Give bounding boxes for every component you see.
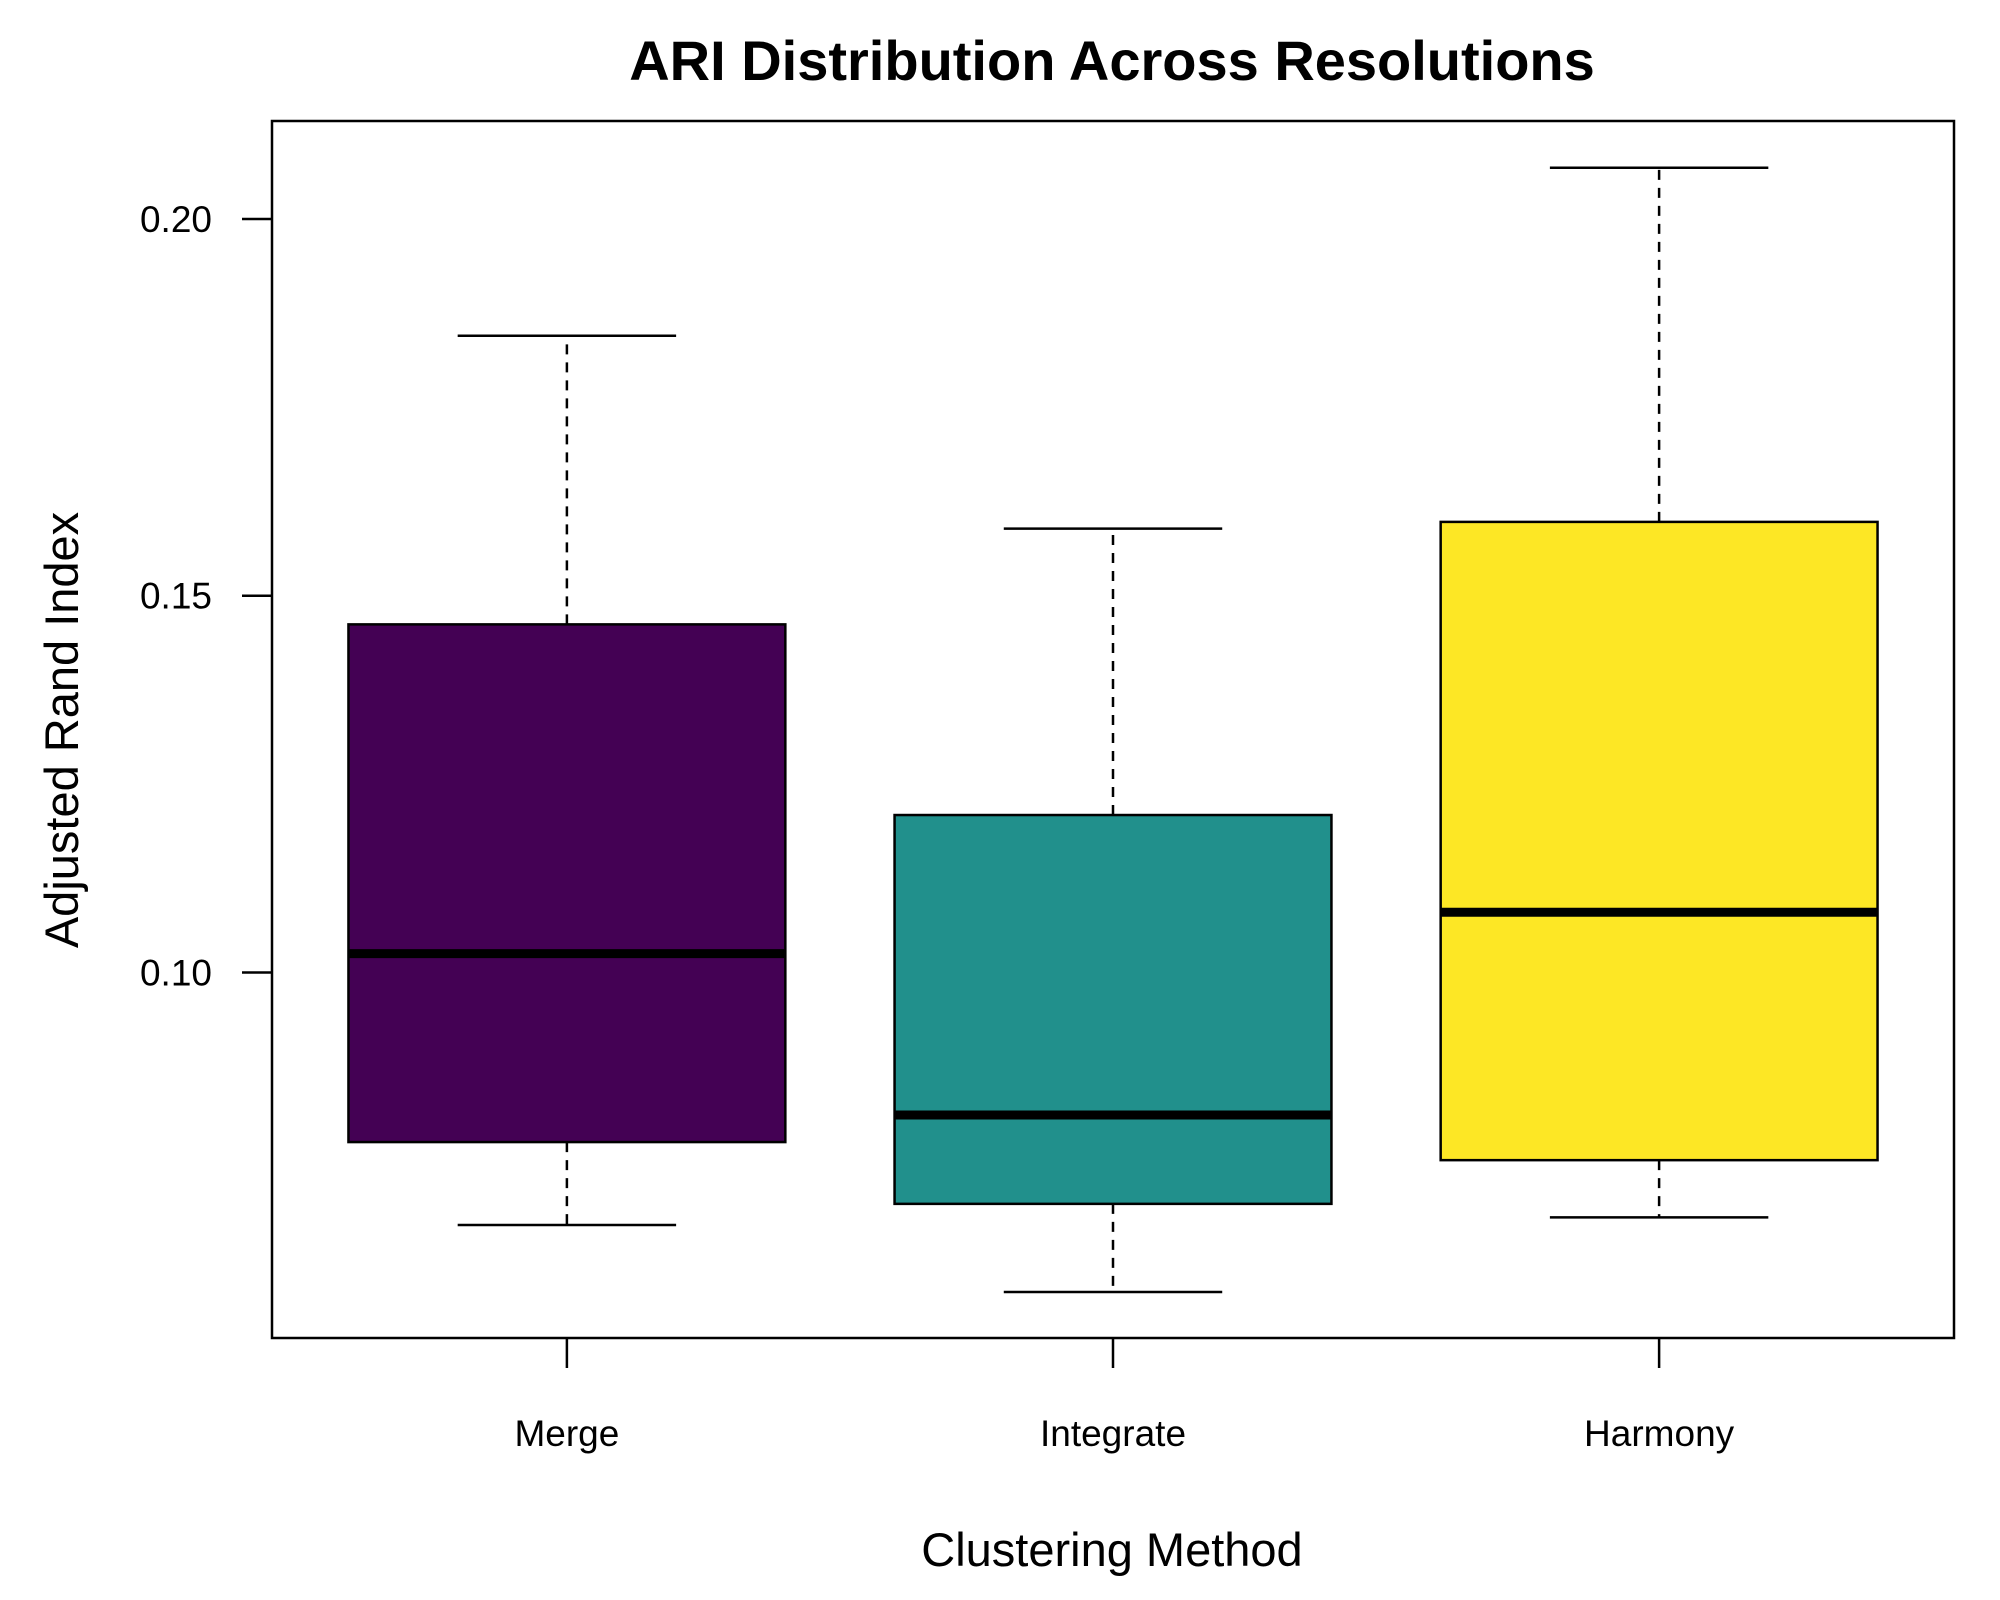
x-axis: Merge Integrate Harmony [514,1338,1735,1454]
chart-title: ARI Distribution Across Resolutions [629,29,1595,92]
y-tick-label-1: 0.15 [140,576,212,617]
y-axis-title: Adjusted Rand Index [35,512,88,948]
box-merge [347,334,787,1227]
box-harmony [1439,166,1879,1219]
y-tick-label-0: 0.10 [140,953,212,994]
iqr-box-merge [347,623,787,1144]
y-axis: 0.10 0.15 0.20 [140,199,272,994]
x-tick-label-1: Integrate [1040,1413,1186,1454]
y-tick-label-2: 0.20 [140,199,212,240]
x-tick-label-0: Merge [514,1413,619,1454]
x-axis-title: Clustering Method [921,1523,1302,1576]
iqr-box-harmony [1439,520,1879,1162]
box-integrate [893,527,1333,1294]
boxes [347,166,1879,1294]
iqr-box-integrate [893,813,1333,1206]
x-tick-label-2: Harmony [1584,1413,1735,1454]
